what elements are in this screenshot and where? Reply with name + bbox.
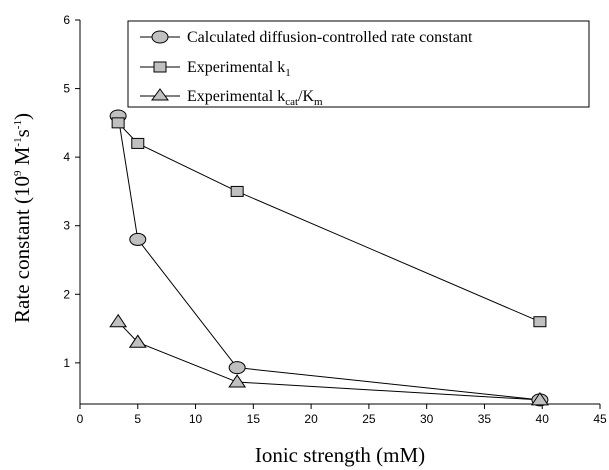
x-tick-label: 30	[420, 412, 434, 426]
series-line-circle	[117, 115, 540, 401]
legend-entry-kcat: Experimental kcat/Km	[140, 88, 323, 108]
legend-label-k1: Experimental k1	[187, 59, 291, 79]
y-tick-label: 3	[63, 219, 70, 233]
x-tick-label: 35	[478, 412, 492, 426]
legend-label-kcat: Experimental kcat/Km	[187, 88, 323, 108]
x-tick-label: 45	[593, 412, 607, 426]
legend: Calculated diffusion-controlled rate con…	[127, 20, 590, 108]
data-point-circle	[228, 361, 246, 375]
data-point-triangle	[228, 374, 247, 388]
x-tick-label: 25	[362, 412, 376, 426]
legend-entry-k1: Experimental k1	[140, 59, 291, 79]
y-tick-label: 1	[63, 356, 70, 370]
series-lines	[117, 115, 541, 401]
legend-circle-marker	[151, 30, 169, 44]
y-tick-label: 6	[63, 13, 70, 27]
data-point-triangle	[109, 313, 128, 328]
x-tick-label: 20	[304, 412, 318, 426]
data-point-square	[533, 316, 547, 328]
y-tick-label: 2	[63, 287, 70, 301]
legend-box	[127, 20, 590, 108]
data-point-square	[111, 117, 125, 129]
x-tick-label: 5	[134, 412, 141, 426]
y-tick-label: 5	[63, 82, 70, 96]
legend-square-marker	[153, 61, 167, 73]
data-point-circle	[129, 232, 147, 246]
data-point-square	[230, 185, 244, 197]
y-tick-label: 4	[63, 150, 70, 164]
series-line-square	[117, 122, 541, 323]
x-tick-label: 0	[77, 412, 84, 426]
legend-entry-calculated: Calculated diffusion-controlled rate con…	[140, 29, 473, 46]
data-point-square	[131, 137, 145, 149]
data-point-triangle	[530, 391, 549, 406]
x-tick-label: 10	[189, 412, 203, 426]
legend-triangle-marker	[151, 88, 169, 101]
series-line-triangle	[117, 321, 540, 401]
x-tick-label: 15	[247, 412, 261, 426]
data-point-triangle	[128, 334, 147, 348]
series-markers	[109, 109, 549, 407]
y-axis-title: Rate constant (109 M-1s-1)	[10, 113, 34, 323]
x-tick-label: 40	[536, 412, 550, 426]
legend-label-calculated: Calculated diffusion-controlled rate con…	[187, 29, 473, 46]
x-axis-title: Ionic strength (mM)	[255, 443, 425, 467]
